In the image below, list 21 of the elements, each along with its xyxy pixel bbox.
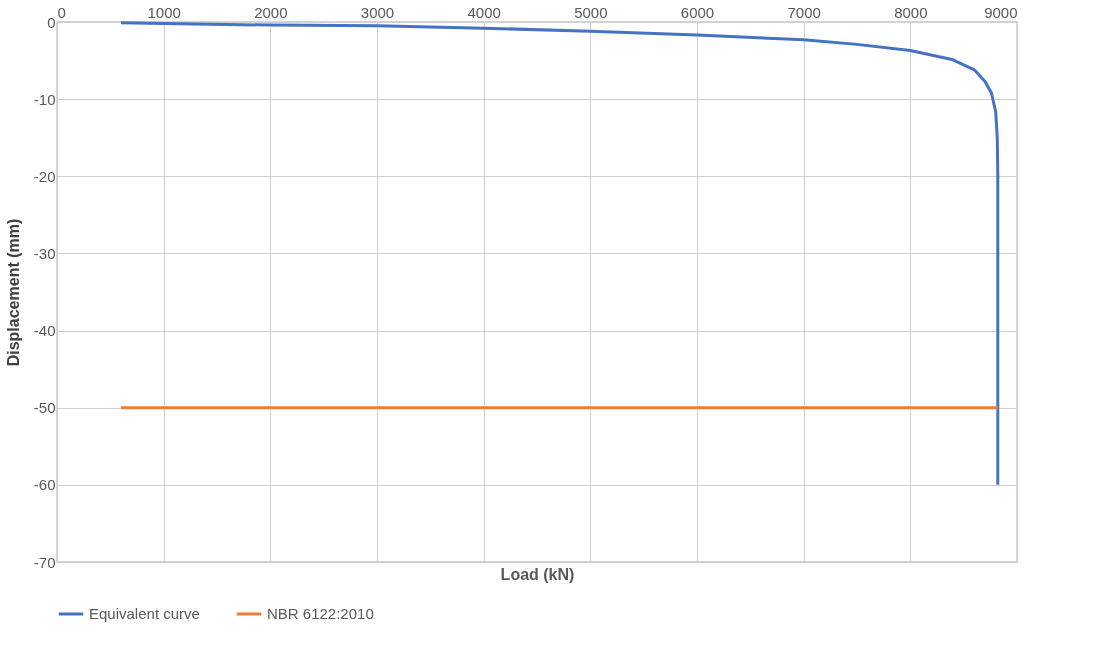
legend-label: Equivalent curve bbox=[89, 605, 200, 622]
y-tick-label: -20 bbox=[33, 167, 56, 185]
x-tick-label: 3000 bbox=[360, 3, 395, 21]
legend-label: NBR 6122:2010 bbox=[267, 605, 374, 622]
x-tick-label: 9000 bbox=[984, 3, 1018, 21]
y-axis-title: Displacement (mm) bbox=[4, 218, 22, 367]
x-tick-label: 6000 bbox=[680, 3, 715, 21]
x-tick-label: 4000 bbox=[467, 3, 501, 21]
line-series bbox=[119, 21, 1000, 487]
x-tick-label: 2000 bbox=[254, 3, 288, 21]
x-tick-label: 1000 bbox=[147, 3, 181, 21]
x-tick-label: 7000 bbox=[787, 3, 821, 21]
y-tick-label: -50 bbox=[33, 399, 56, 417]
x-tick-label: 5000 bbox=[574, 3, 608, 21]
y-tick-label: -30 bbox=[33, 244, 56, 262]
x-tick-label: 8000 bbox=[894, 3, 928, 21]
y-tick-label: -70 bbox=[33, 553, 56, 571]
x-axis-title: Load (kN) bbox=[500, 565, 575, 583]
y-tick-label: -40 bbox=[33, 322, 56, 340]
y-tick-label: -60 bbox=[33, 476, 56, 494]
y-tick-label: -10 bbox=[33, 90, 56, 108]
